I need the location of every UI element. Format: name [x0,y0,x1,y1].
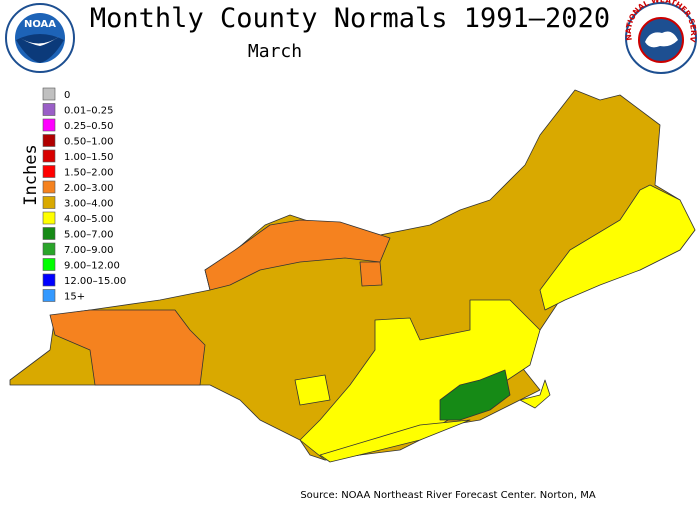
legend-label: 2.00–3.00 [64,183,114,194]
noaa-text: NOAA [24,19,56,30]
legend: 0 0.01–0.25 0.25–0.50 0.50–1.00 1.00–1.50 1.5… [42,87,126,303]
region-cape-cod [519,379,551,409]
source: Source: NOAA Northeast River Forecast Ce… [300,490,596,501]
legend-swatch [42,227,56,240]
legend-label: 1.00–1.50 [64,152,114,163]
subtitle: March [248,41,302,62]
region-2-3-west [49,309,206,386]
legend-label: 4.00–5.00 [64,214,114,225]
legend-label: 0.25–0.50 [64,121,114,132]
legend-swatch [42,149,56,163]
legend-swatch [42,196,56,209]
legend-axis-label: Inches [21,144,41,205]
region-5-7 [439,369,511,421]
legend-swatch [42,103,56,116]
legend-swatch [42,180,56,194]
legend-swatch [42,87,56,101]
legend-label: 9.00–12.00 [64,261,120,272]
region-4-5-maine [539,184,696,311]
legend-swatch [42,211,56,225]
region-2-3-small [359,261,383,287]
legend-swatch [42,242,56,256]
legend-label: 1.50–2.00 [64,168,114,179]
noaa-logo: NOAA [5,3,75,73]
legend-label: 0.01–0.25 [64,106,114,117]
legend-label: 7.00–9.00 [64,245,114,256]
legend-swatch [42,165,56,178]
legend-swatch [42,258,56,271]
legend-label: 0.50–1.00 [64,137,114,148]
legend-swatch [42,273,56,287]
region-4-5-hudson [294,374,331,406]
region-4-5-long-island [319,419,471,463]
legend-label: 15+ [64,292,85,303]
legend-label: 12.00–15.00 [64,276,126,287]
legend-label: 5.00–7.00 [64,230,114,241]
legend-swatch [42,289,56,302]
legend-swatch [42,134,56,147]
legend-label: 3.00–4.00 [64,199,114,210]
legend-label: 0 [64,90,70,101]
map [9,89,696,463]
legend-swatch [42,118,56,132]
title: Monthly County Normals 1991–2020 [90,3,610,34]
